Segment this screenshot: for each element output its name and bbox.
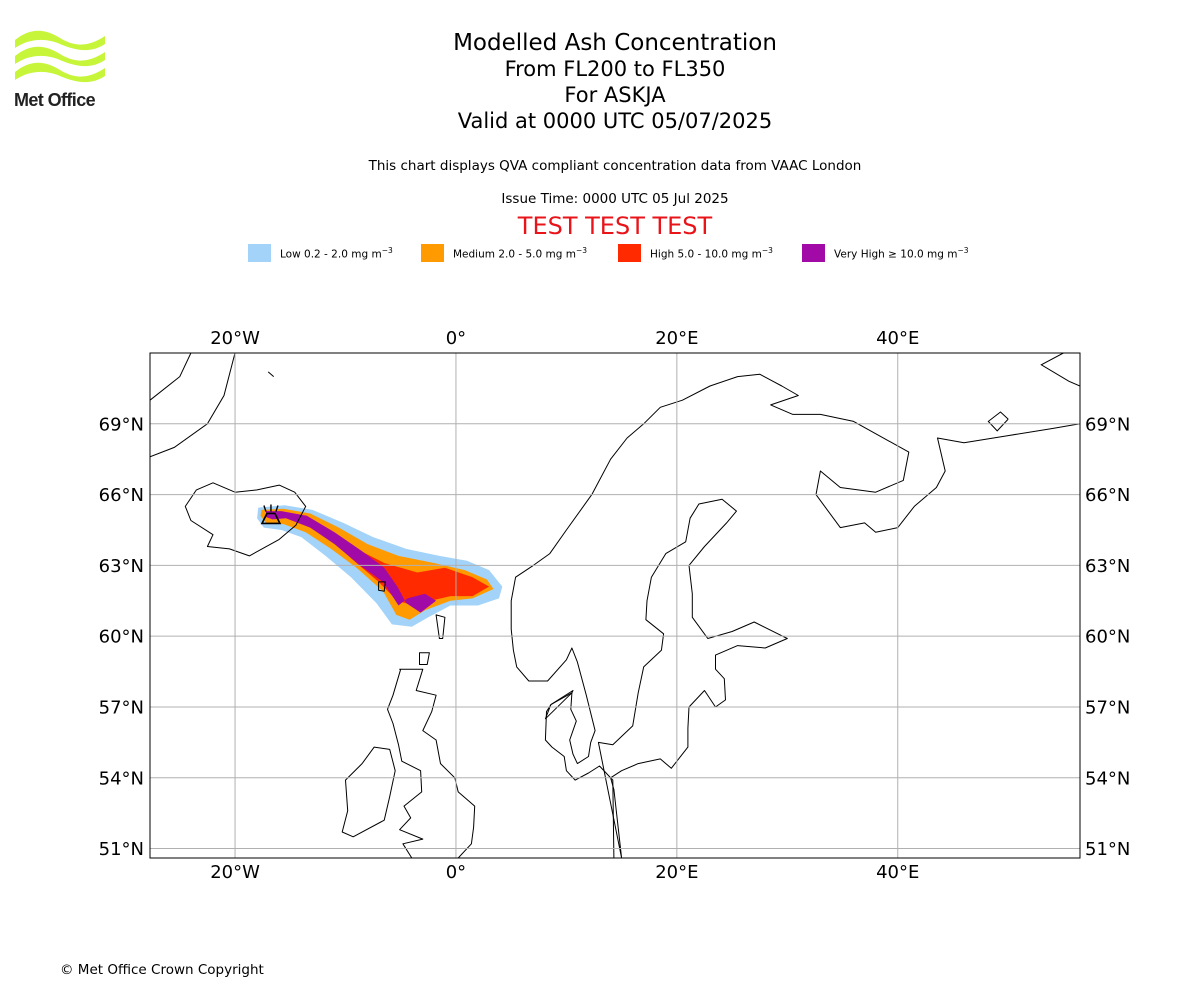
legend-swatch-medium: [421, 244, 444, 262]
lat-label-right: 63°N: [1085, 556, 1130, 577]
coastline: [544, 690, 574, 720]
lon-label-bottom: 20°W: [210, 862, 260, 883]
test-banner: TEST TEST TEST: [517, 212, 713, 240]
map-layers: [150, 353, 1080, 858]
lat-label-left: 60°N: [99, 627, 144, 648]
coastline: [267, 371, 275, 377]
lat-label-right: 51°N: [1085, 839, 1130, 860]
lon-label-top: 0°: [446, 328, 466, 349]
copyright-notice: © Met Office Crown Copyright: [60, 962, 264, 978]
lon-label-bottom: 20°E: [655, 862, 698, 883]
legend-label-medium: Medium 2.0 - 5.0: [453, 248, 543, 261]
volcano-name: For ASKJA: [564, 83, 666, 107]
coastline: [184, 482, 307, 557]
ash-region-very-high: [266, 511, 437, 613]
coastline: [150, 353, 236, 458]
coastline: [150, 353, 192, 401]
coastline: [597, 498, 788, 858]
legend-swatch-low: [248, 244, 271, 262]
lat-label-left: 69°N: [99, 414, 144, 435]
legend-label-very-high: Very High ≥ 10.0: [834, 248, 924, 261]
lat-label-right: 69°N: [1085, 414, 1130, 435]
legend-label-high: High 5.0 - 10.0: [650, 248, 729, 261]
lat-label-right: 57°N: [1085, 697, 1130, 718]
valid-time: Valid at 0000 UTC 05/07/2025: [457, 109, 773, 133]
legend-swatch-high: [618, 244, 641, 262]
coastline: [387, 668, 476, 858]
flight-level-range: From FL200 to FL350: [504, 57, 726, 81]
coastline: [1040, 353, 1080, 387]
lat-label-left: 63°N: [99, 556, 144, 577]
legend-swatch-very-high: [802, 244, 825, 262]
lat-label-right: 66°N: [1085, 485, 1130, 506]
lon-label-bottom: 40°E: [876, 862, 919, 883]
volcano-marker-icon: [260, 504, 282, 525]
coastline: [341, 746, 396, 838]
met-office-waves-icon: [15, 30, 105, 83]
lon-label-top: 20°E: [655, 328, 698, 349]
lat-label-left: 66°N: [99, 485, 144, 506]
lat-label-right: 54°N: [1085, 768, 1130, 789]
chart-header: Modelled Ash Concentration From FL200 to…: [415, 30, 815, 134]
met-office-logo: Met Office: [14, 30, 106, 112]
chart-description: This chart displays QVA compliant concen…: [368, 158, 862, 174]
coastline: [510, 373, 1080, 858]
lon-label-top: 20°W: [210, 328, 260, 349]
lat-label-left: 54°N: [99, 768, 144, 789]
coastline: [419, 652, 430, 665]
ash-region-high: [323, 532, 490, 606]
chart-title: Modelled Ash Concentration: [453, 30, 777, 56]
issue-time: Issue Time: 0000 UTC 05 Jul 2025: [501, 191, 729, 207]
lat-label-right: 60°N: [1085, 627, 1130, 648]
lon-label-top: 40°E: [876, 328, 919, 349]
met-office-wordmark: Met Office: [14, 90, 96, 110]
coastline: [987, 411, 1009, 432]
lat-label-left: 57°N: [99, 697, 144, 718]
coastline: [435, 614, 446, 639]
legend-label-low: Low 0.2 - 2.0: [280, 248, 348, 261]
lon-label-bottom: 0°: [446, 862, 466, 883]
lat-label-left: 51°N: [99, 839, 144, 860]
map-frame: [149, 352, 1081, 859]
coastline: [378, 581, 386, 592]
